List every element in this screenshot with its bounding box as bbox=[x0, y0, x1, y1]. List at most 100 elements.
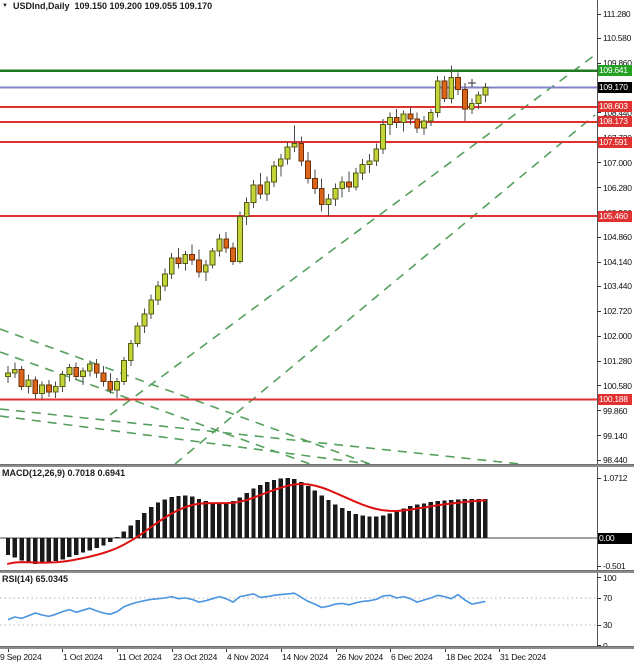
bear-candle[interactable] bbox=[441, 80, 448, 99]
bear-candle[interactable] bbox=[175, 257, 182, 264]
bear-candle[interactable] bbox=[32, 379, 39, 395]
bull-candle[interactable] bbox=[155, 285, 161, 301]
bull-candle[interactable] bbox=[250, 184, 257, 204]
trendline[interactable] bbox=[0, 415, 371, 464]
macd-histogram-bar bbox=[87, 538, 93, 551]
bull-candle[interactable] bbox=[25, 379, 32, 388]
time-axis[interactable]: 9 Sep 2024 1 Oct 2024 11 Oct 2024 23 Oct 20… bbox=[0, 647, 597, 664]
bull-candle[interactable] bbox=[475, 94, 482, 105]
bull-candle[interactable] bbox=[468, 103, 475, 110]
candlestick-canvas[interactable] bbox=[0, 0, 597, 464]
bear-candle[interactable] bbox=[196, 259, 202, 273]
bull-candle[interactable] bbox=[121, 360, 127, 382]
bull-candle[interactable] bbox=[80, 370, 86, 377]
bear-candle[interactable] bbox=[18, 368, 25, 388]
bull-candle[interactable] bbox=[148, 299, 155, 315]
bull-candle[interactable] bbox=[141, 313, 148, 327]
bull-candle[interactable] bbox=[387, 117, 393, 125]
bull-candle[interactable] bbox=[202, 264, 209, 273]
macd-histogram-bar bbox=[367, 516, 372, 538]
bull-candle[interactable] bbox=[134, 325, 141, 344]
bear-candle[interactable] bbox=[100, 372, 107, 382]
macd-histogram-bar bbox=[339, 507, 345, 538]
bull-candle[interactable] bbox=[352, 172, 359, 188]
bear-candle[interactable] bbox=[346, 181, 352, 188]
bear-candle[interactable] bbox=[312, 177, 318, 190]
trendline[interactable] bbox=[0, 351, 311, 464]
bull-candle[interactable] bbox=[264, 181, 271, 195]
bull-candle[interactable] bbox=[291, 143, 298, 148]
panel-separator-1[interactable] bbox=[0, 464, 634, 467]
bear-candle[interactable] bbox=[455, 77, 462, 91]
bear-candle[interactable] bbox=[305, 160, 311, 179]
macd-histogram-bar bbox=[408, 506, 413, 538]
bull-candle[interactable] bbox=[59, 374, 66, 388]
bull-candle[interactable] bbox=[271, 165, 277, 183]
bear-candle[interactable] bbox=[414, 118, 421, 129]
bull-candle[interactable] bbox=[448, 77, 455, 99]
bear-candle[interactable] bbox=[407, 113, 414, 120]
bear-candle[interactable] bbox=[257, 184, 264, 195]
time-axis-label: 11 Oct 2024 bbox=[118, 652, 162, 662]
bear-candle[interactable] bbox=[462, 89, 468, 110]
bull-candle[interactable] bbox=[400, 113, 407, 124]
macd-histogram-bar bbox=[237, 497, 243, 538]
bull-candle[interactable] bbox=[66, 367, 73, 376]
bear-candle[interactable] bbox=[298, 143, 305, 162]
price-chart-panel[interactable] bbox=[0, 0, 597, 464]
bull-candle[interactable] bbox=[39, 384, 46, 395]
bull-candle[interactable] bbox=[284, 146, 291, 160]
bull-candle[interactable] bbox=[421, 120, 427, 129]
bear-candle[interactable] bbox=[318, 188, 325, 205]
macd-histogram-bar bbox=[74, 538, 79, 555]
bull-candle[interactable] bbox=[366, 160, 373, 165]
time-axis-label: 1 Oct 2024 bbox=[63, 652, 103, 662]
bull-candle[interactable] bbox=[482, 86, 489, 96]
rsi-canvas[interactable] bbox=[0, 573, 597, 646]
bear-candle[interactable] bbox=[46, 384, 52, 393]
macd-histogram-bar bbox=[128, 525, 133, 538]
bull-candle[interactable] bbox=[168, 257, 175, 275]
trendline[interactable] bbox=[0, 408, 521, 464]
bull-candle[interactable] bbox=[114, 380, 121, 391]
panel-separator-2[interactable] bbox=[0, 570, 634, 573]
bull-candle[interactable] bbox=[359, 163, 366, 174]
time-axis-label: 31 Dec 2024 bbox=[500, 652, 547, 662]
bull-candle[interactable] bbox=[373, 148, 380, 162]
bull-candle[interactable] bbox=[182, 254, 189, 264]
bull-candle[interactable] bbox=[339, 181, 346, 190]
macd-histogram-bar bbox=[67, 538, 72, 558]
macd-histogram-bar bbox=[421, 503, 427, 538]
bull-candle[interactable] bbox=[209, 250, 216, 266]
bear-candle[interactable] bbox=[73, 367, 80, 377]
bull-candle[interactable] bbox=[86, 363, 93, 372]
macd-histogram-bar bbox=[19, 538, 24, 561]
trendline[interactable] bbox=[174, 114, 596, 464]
bull-candle[interactable] bbox=[325, 198, 332, 205]
bear-candle[interactable] bbox=[230, 247, 236, 263]
bull-candle[interactable] bbox=[243, 202, 250, 218]
bull-candle[interactable] bbox=[277, 158, 284, 167]
bull-candle[interactable] bbox=[216, 238, 223, 252]
bull-candle[interactable] bbox=[52, 386, 59, 393]
bear-candle[interactable] bbox=[189, 254, 196, 261]
bull-candle[interactable] bbox=[236, 216, 243, 263]
bull-candle[interactable] bbox=[434, 80, 441, 113]
bull-candle[interactable] bbox=[427, 111, 434, 122]
bull-candle[interactable] bbox=[5, 372, 11, 377]
bear-candle[interactable] bbox=[107, 380, 114, 391]
macd-canvas[interactable] bbox=[0, 467, 597, 570]
bull-candle[interactable] bbox=[11, 368, 18, 374]
bull-candle[interactable] bbox=[380, 123, 387, 150]
bull-candle[interactable] bbox=[332, 188, 339, 200]
bull-candle[interactable] bbox=[161, 273, 168, 287]
macd-histogram-bar bbox=[360, 515, 365, 538]
bull-candle[interactable] bbox=[127, 342, 134, 362]
bear-candle[interactable] bbox=[393, 117, 400, 124]
bear-candle[interactable] bbox=[223, 238, 230, 249]
trendline[interactable] bbox=[109, 54, 596, 416]
bear-candle[interactable] bbox=[93, 363, 100, 374]
price-axis[interactable]: 111.280110.580109.860108.440107.720107.0… bbox=[597, 0, 634, 651]
macd-indicator-panel[interactable] bbox=[0, 467, 597, 570]
rsi-indicator-panel[interactable] bbox=[0, 573, 597, 646]
